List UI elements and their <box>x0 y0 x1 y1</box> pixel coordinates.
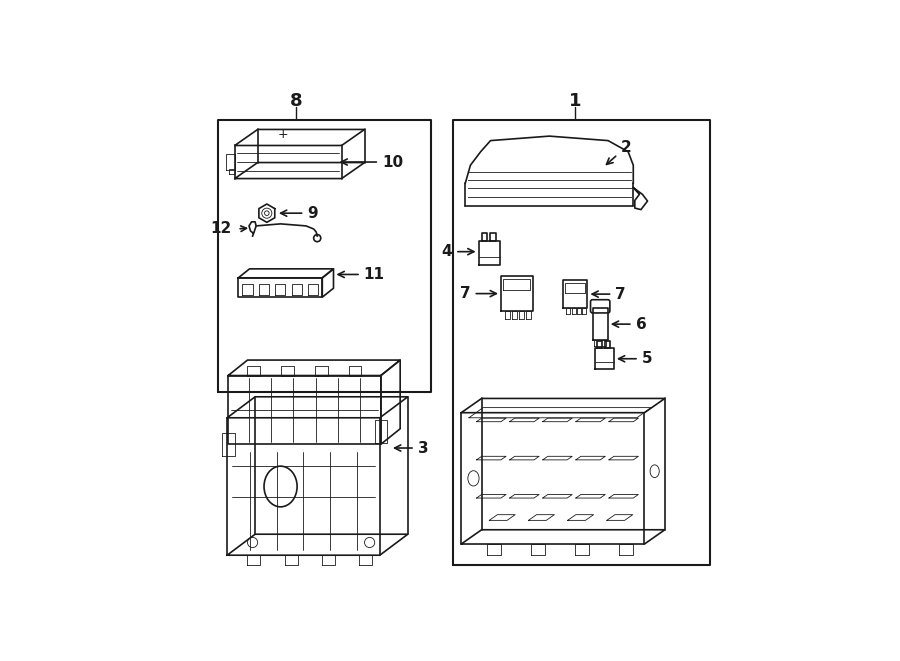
Text: 2: 2 <box>607 139 631 165</box>
Text: 5: 5 <box>618 351 652 366</box>
Text: +: + <box>277 128 288 141</box>
Text: 11: 11 <box>338 267 384 282</box>
Text: 7: 7 <box>460 286 496 301</box>
Text: 10: 10 <box>341 155 403 169</box>
FancyBboxPatch shape <box>590 299 610 313</box>
Text: 4: 4 <box>442 244 474 259</box>
Text: 12: 12 <box>210 221 231 237</box>
Text: 7: 7 <box>592 287 626 301</box>
Text: 3: 3 <box>394 440 428 455</box>
Text: 6: 6 <box>613 317 646 332</box>
Text: 8: 8 <box>290 92 302 110</box>
Text: 9: 9 <box>281 206 318 221</box>
Text: 1: 1 <box>569 92 581 110</box>
